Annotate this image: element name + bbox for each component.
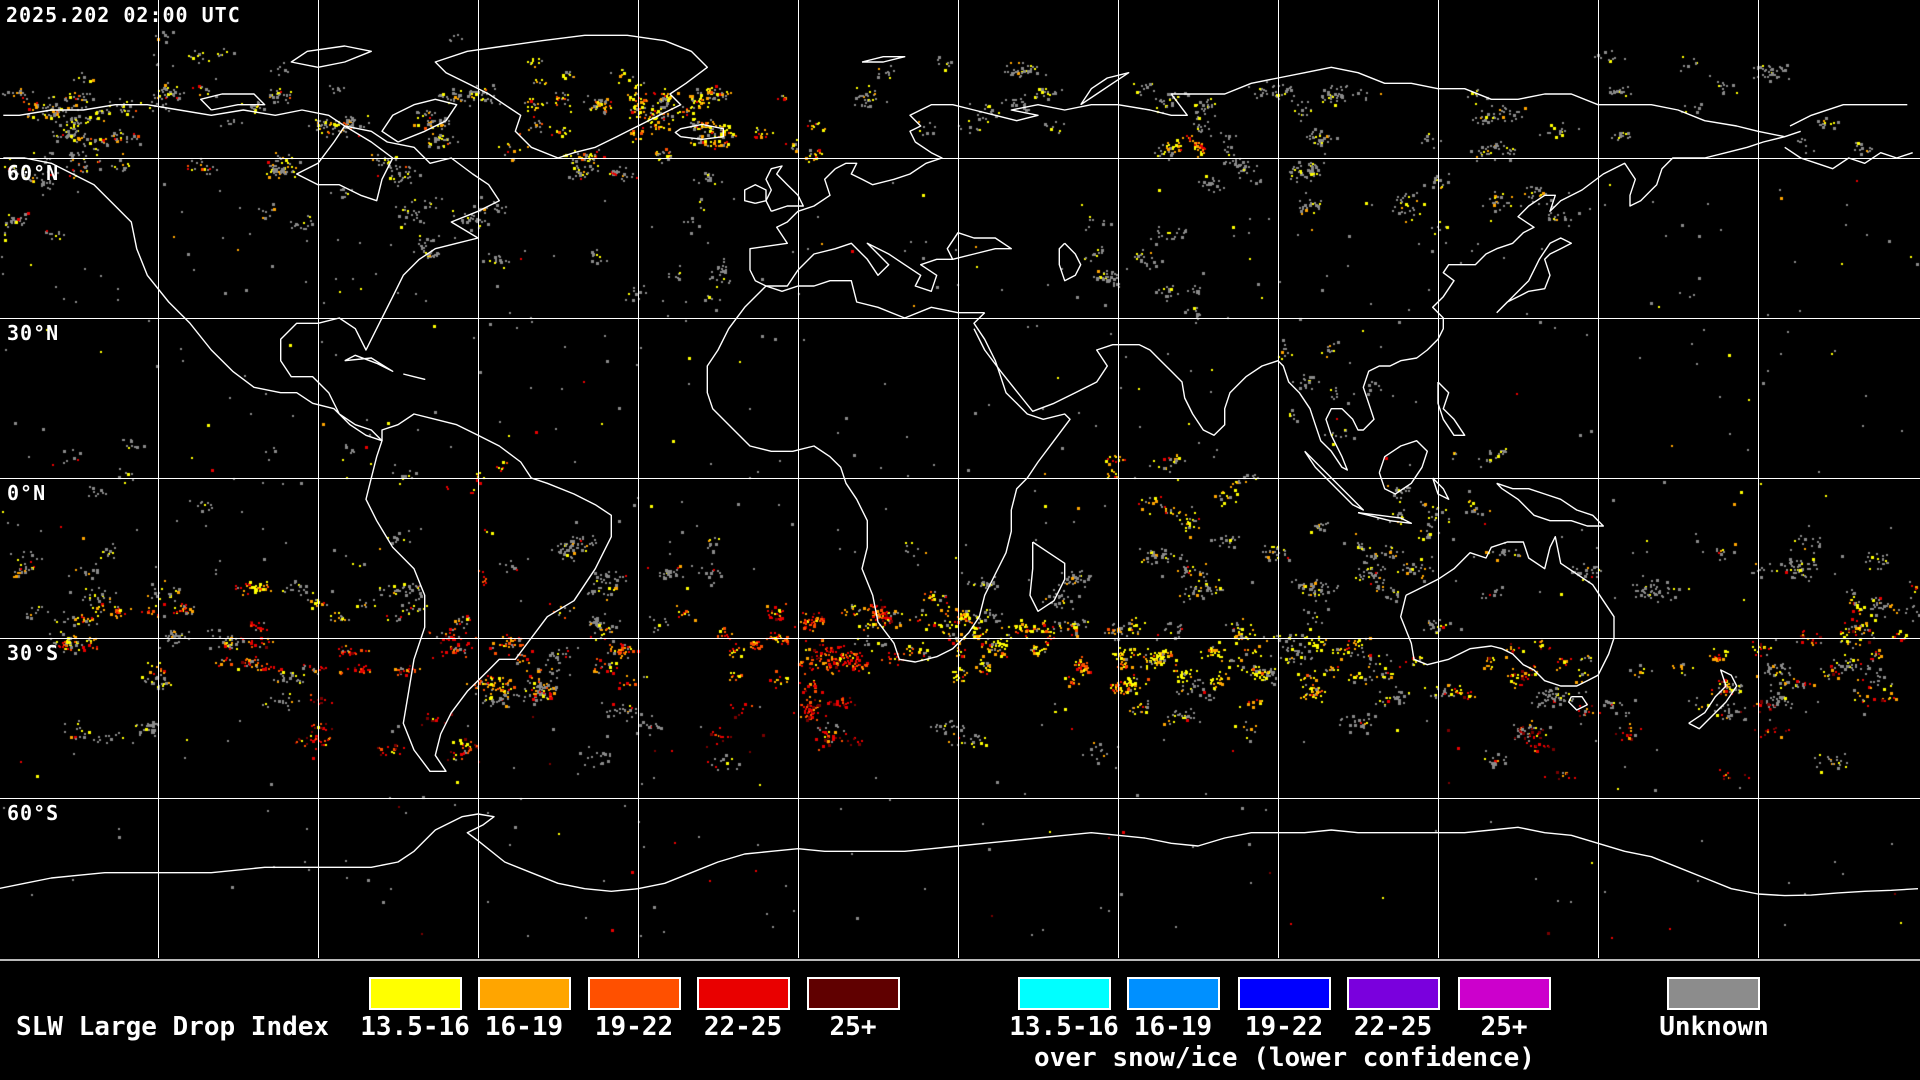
map-bottom-border: [0, 959, 1920, 961]
legend-swatch-22-25: [697, 977, 790, 1010]
legend-label-13.5-16: 13.5-16: [360, 1012, 470, 1042]
unknown-swatch: [1667, 977, 1760, 1010]
snow-swatch-19-22: [1238, 977, 1331, 1010]
lat-label-30n: 30°N: [7, 321, 60, 345]
timestamp: 2025.202 02:00 UTC: [6, 3, 241, 27]
graticule-grid: [0, 0, 1920, 958]
lat-label-30s: 30°S: [7, 641, 60, 665]
legend-title: SLW Large Drop Index: [16, 1012, 330, 1042]
unknown-label: Unknown: [1659, 1012, 1769, 1042]
legend-label-16-19: 16-19: [484, 1012, 564, 1042]
legend-label-19-22: 19-22: [594, 1012, 674, 1042]
lat-label-60s: 60°S: [7, 801, 60, 825]
snow-swatch-16-19: [1127, 977, 1220, 1010]
snow-label-19-22: 19-22: [1244, 1012, 1324, 1042]
legend-swatch-13.5-16: [369, 977, 462, 1010]
coastlines: [0, 34, 1919, 897]
snow-swatch-22-25: [1347, 977, 1440, 1010]
snow-label-16-19: 16-19: [1133, 1012, 1213, 1042]
snow-ice-caption: over snow/ice (lower confidence): [1034, 1043, 1535, 1073]
legend-label-22-25: 22-25: [703, 1012, 783, 1042]
legend-label-25plus: 25+: [829, 1012, 877, 1042]
snow-label-25plus: 25+: [1480, 1012, 1528, 1042]
snow-label-13.5-16: 13.5-16: [1009, 1012, 1119, 1042]
lat-label-60n: 60°N: [7, 161, 60, 185]
snow-swatch-25plus: [1458, 977, 1551, 1010]
legend-swatch-16-19: [478, 977, 571, 1010]
legend-swatch-19-22: [588, 977, 681, 1010]
snow-swatch-13.5-16: [1018, 977, 1111, 1010]
snow-label-22-25: 22-25: [1353, 1012, 1433, 1042]
world-map: [0, 0, 1920, 958]
legend-swatch-25plus: [807, 977, 900, 1010]
lat-label-0n: 0°N: [7, 481, 47, 505]
